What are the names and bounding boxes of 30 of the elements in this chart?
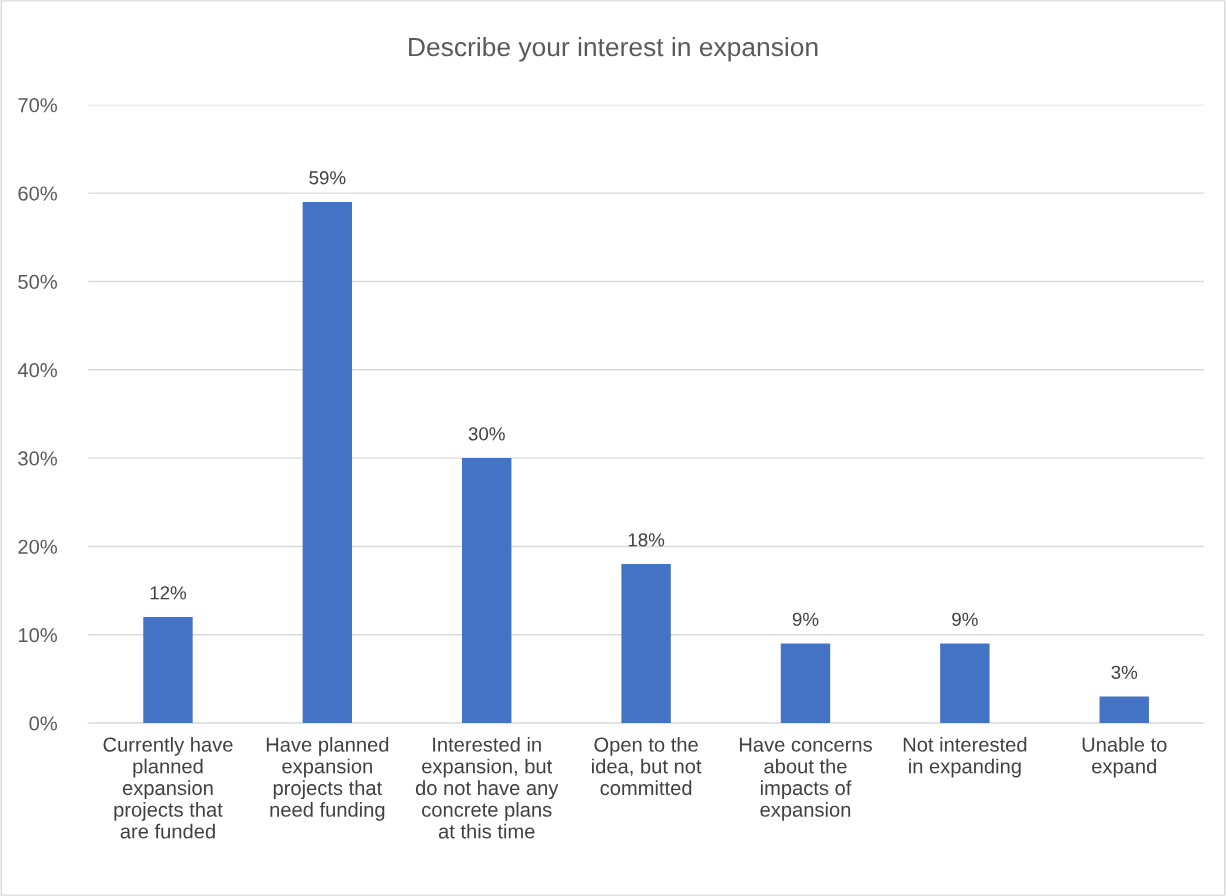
x-tick-label: Unable to expand xyxy=(1082,736,1167,778)
data-label: 9% xyxy=(952,612,978,626)
bar xyxy=(1099,696,1149,724)
y-tick-label: 40% xyxy=(17,363,57,378)
bar xyxy=(143,617,193,724)
data-label: 3% xyxy=(1111,665,1138,679)
bar xyxy=(302,201,353,724)
x-tick-label: Have concerns about the impacts of expansion xyxy=(739,737,872,821)
chart-title: Describe your interest in expansion xyxy=(409,36,818,62)
y-tick-label: 60% xyxy=(18,186,57,201)
x-tick-label: Have planned expansion projects that need funding xyxy=(266,736,389,821)
data-label: 18% xyxy=(628,533,665,547)
bar xyxy=(780,643,831,724)
bar xyxy=(462,458,512,724)
data-label: 9% xyxy=(792,612,819,626)
x-tick-label: Open to the idea, but not committed xyxy=(592,736,702,796)
y-tick-label: 50% xyxy=(18,274,57,289)
bar xyxy=(621,564,671,724)
bar xyxy=(940,643,990,724)
y-tick-label: 70% xyxy=(18,98,57,113)
x-tick-label: Currently have planned expansion projects that are funded xyxy=(103,736,233,839)
y-tick-label: 30% xyxy=(18,451,57,466)
data-label: 30% xyxy=(468,427,505,441)
x-tick-label: Interested in expansion, but do not have any concrete plans at this time xyxy=(415,736,559,839)
y-tick-label: 10% xyxy=(18,627,57,643)
data-label: 12% xyxy=(150,586,187,600)
x-tick-label: Not interested in expanding xyxy=(903,736,1027,778)
data-label: 59% xyxy=(309,171,346,185)
y-tick-label: 0% xyxy=(29,716,57,731)
y-tick-label: 20% xyxy=(18,539,57,554)
